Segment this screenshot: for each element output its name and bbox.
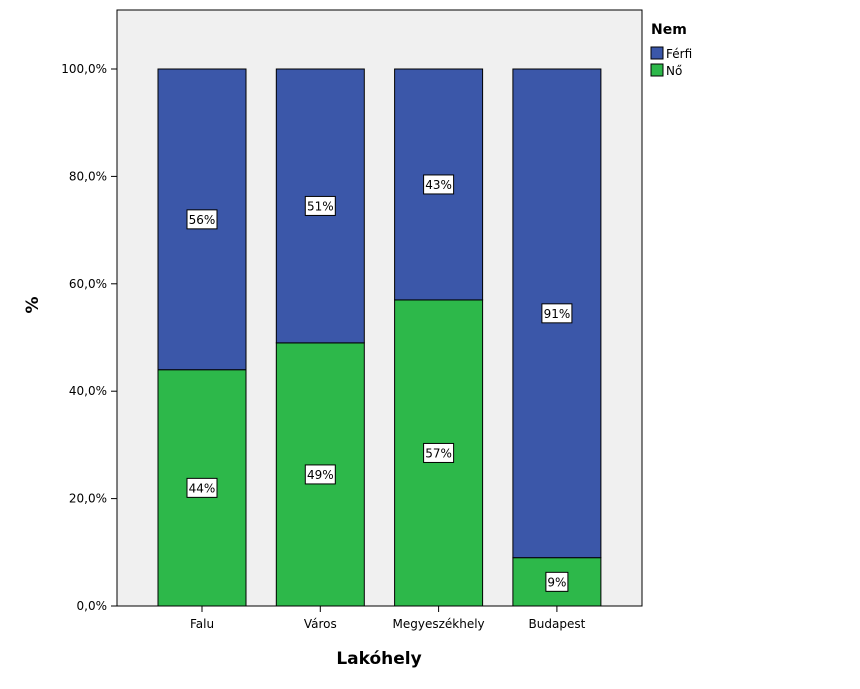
- data-label-box: [541, 303, 573, 324]
- y-tick-label: 40,0%: [69, 384, 107, 398]
- data-label-box: [423, 442, 455, 463]
- data-label: 44%: [189, 481, 216, 495]
- x-tick-label: Megyeszékhely: [393, 617, 485, 631]
- y-axis-title: %: [23, 296, 43, 313]
- x-tick-label: Város: [304, 617, 337, 631]
- data-label: 56%: [189, 213, 216, 227]
- data-label: 91%: [544, 307, 571, 321]
- legend-title: Nem: [651, 22, 687, 38]
- legend: Nem Férfi Nő: [650, 22, 692, 78]
- y-tick-label: 60,0%: [69, 277, 107, 291]
- y-tick-label: 0,0%: [77, 599, 108, 613]
- legend-label: Nő: [666, 64, 682, 78]
- data-label-box: [545, 571, 569, 592]
- y-tick-label: 20,0%: [69, 492, 107, 506]
- data-label: 57%: [425, 446, 452, 460]
- data-label: 49%: [307, 468, 334, 482]
- legend-label: Férfi: [666, 47, 692, 61]
- y-axis: 0,0% 20,0% 40,0% 60,0% 80,0% 100,0%: [61, 62, 117, 613]
- x-axis-title: Lakóhely: [336, 649, 421, 669]
- data-label: 51%: [307, 199, 334, 213]
- x-axis: Falu Város Megyeszékhely Budapest: [190, 606, 586, 631]
- x-tick-label: Falu: [190, 617, 214, 631]
- data-label-box: [304, 464, 336, 485]
- x-tick-label: Budapest: [529, 617, 586, 631]
- data-label-box: [186, 477, 218, 498]
- data-label-box: [423, 174, 455, 195]
- y-tick-label: 100,0%: [61, 62, 107, 76]
- data-label: 43%: [425, 178, 452, 192]
- y-tick-label: 80,0%: [69, 169, 107, 183]
- data-label-box: [304, 195, 336, 216]
- bars-group: 44% 56% 49% 51% 57% 43% 9% 91%: [157, 68, 602, 607]
- data-label: 9%: [547, 575, 566, 589]
- data-label-box: [186, 209, 218, 230]
- legend-swatch: [650, 63, 664, 77]
- legend-swatch: [650, 46, 664, 60]
